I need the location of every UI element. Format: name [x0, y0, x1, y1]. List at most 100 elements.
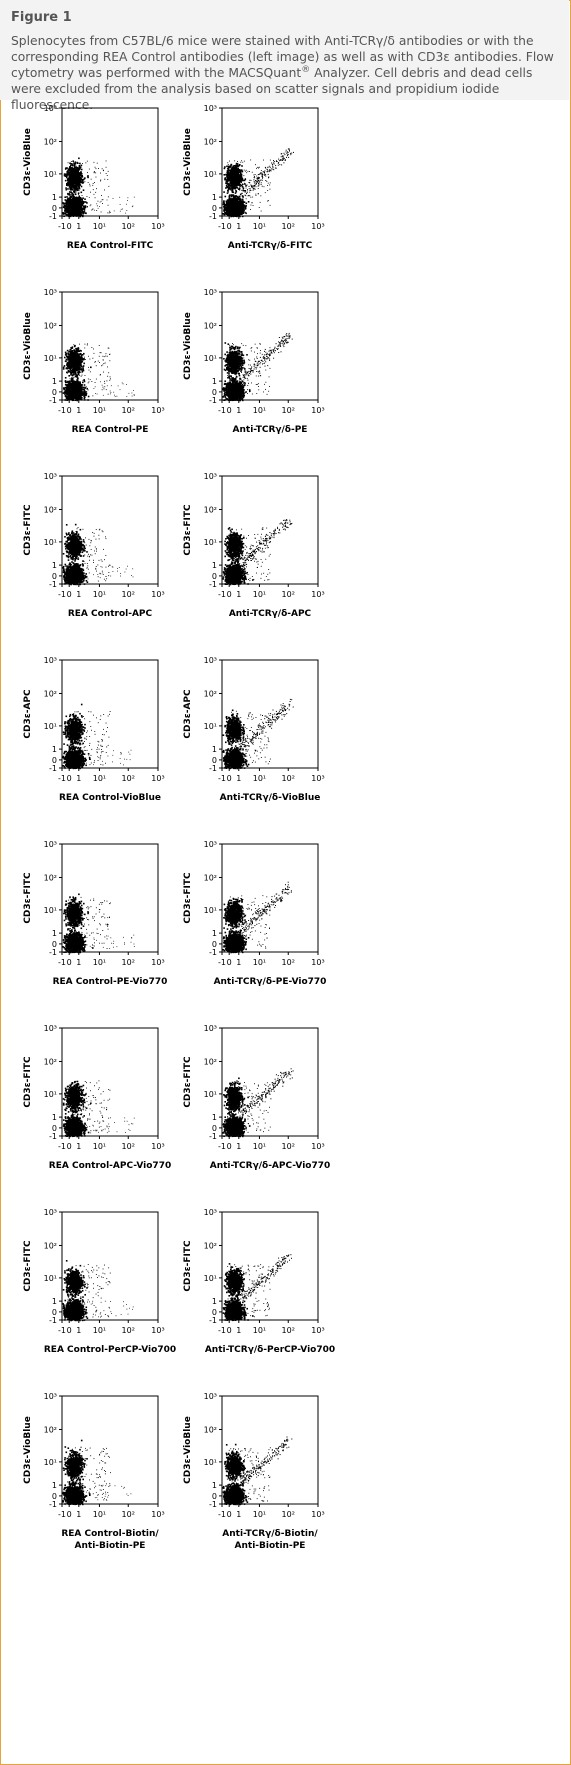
data-point	[253, 186, 255, 188]
registered-mark: ®	[301, 65, 310, 75]
data-point	[264, 192, 266, 194]
data-point	[229, 166, 230, 168]
data-point	[242, 189, 244, 191]
data-point	[80, 172, 82, 174]
data-point	[82, 212, 85, 215]
data-point	[258, 183, 259, 185]
data-point	[72, 207, 74, 209]
data-point	[237, 170, 238, 172]
data-point	[243, 169, 245, 171]
data-point	[262, 171, 264, 173]
data-point	[234, 192, 237, 194]
data-point	[232, 172, 234, 174]
data-point	[71, 392, 74, 394]
data-point	[225, 174, 228, 176]
data-point	[226, 180, 229, 183]
data-point	[80, 177, 82, 179]
data-point	[71, 171, 74, 174]
data-point	[79, 182, 81, 184]
data-points	[222, 148, 294, 218]
data-point	[237, 207, 239, 209]
data-point	[93, 172, 95, 174]
data-point	[239, 169, 241, 171]
data-point	[260, 170, 262, 171]
data-point	[273, 163, 275, 165]
data-point	[258, 180, 259, 181]
data-point	[77, 190, 79, 191]
data-point	[77, 198, 80, 200]
data-point	[98, 168, 99, 169]
data-point	[234, 182, 236, 185]
data-point	[71, 188, 73, 190]
data-point	[234, 160, 236, 162]
data-point	[234, 186, 236, 188]
data-point	[235, 167, 238, 169]
data-point	[81, 198, 83, 201]
data-point	[101, 199, 103, 201]
data-point	[262, 174, 264, 176]
data-point	[75, 161, 77, 164]
data-point	[265, 175, 267, 177]
x-tick-label: -1	[218, 222, 226, 231]
data-point	[80, 211, 83, 214]
data-point	[64, 210, 66, 213]
data-point	[78, 385, 81, 387]
data-point	[120, 208, 122, 210]
data-point	[81, 384, 83, 386]
data-point	[122, 208, 123, 210]
data-point	[83, 207, 86, 209]
data-point	[73, 200, 76, 203]
data-point	[63, 388, 66, 391]
data-point	[275, 167, 277, 169]
data-point	[71, 164, 74, 166]
data-point	[240, 173, 243, 176]
data-point	[222, 203, 225, 206]
data-point	[70, 178, 72, 181]
data-point	[74, 387, 76, 390]
data-point	[74, 390, 76, 392]
data-point	[68, 181, 69, 183]
data-point	[107, 170, 109, 172]
data-point	[106, 175, 108, 176]
data-point	[238, 171, 240, 173]
data-point	[245, 205, 247, 207]
data-point	[92, 208, 94, 210]
x-axis-label: Anti-TCRγ/δ-FITC	[228, 241, 313, 251]
data-point	[101, 168, 103, 170]
data-point	[271, 168, 273, 170]
data-point	[238, 173, 239, 174]
data-point	[70, 161, 72, 162]
data-point	[77, 189, 79, 190]
data-point	[82, 201, 84, 203]
data-point	[75, 191, 77, 193]
data-point	[235, 177, 237, 180]
data-point	[96, 203, 98, 205]
data-point	[66, 179, 69, 181]
data-point	[278, 160, 280, 162]
data-point	[89, 185, 91, 187]
data-point	[127, 197, 129, 199]
data-point	[65, 213, 67, 216]
data-point	[76, 176, 78, 177]
data-point	[235, 184, 237, 186]
data-point	[69, 391, 72, 394]
y-tick-label: 10¹	[44, 170, 57, 179]
data-point	[87, 172, 88, 173]
data-point	[256, 182, 257, 184]
data-point	[74, 193, 77, 196]
data-point	[79, 198, 81, 200]
data-point	[226, 201, 228, 204]
data-point	[284, 154, 286, 156]
data-point	[243, 201, 246, 203]
data-point	[251, 187, 253, 189]
data-point	[249, 188, 251, 190]
data-point	[70, 205, 72, 206]
data-point	[83, 384, 86, 386]
data-point	[74, 395, 76, 397]
data-point	[65, 397, 68, 400]
data-point	[269, 188, 271, 190]
data-point	[74, 184, 75, 186]
data-point	[225, 208, 227, 211]
data-point	[245, 187, 247, 189]
data-point	[132, 205, 134, 207]
